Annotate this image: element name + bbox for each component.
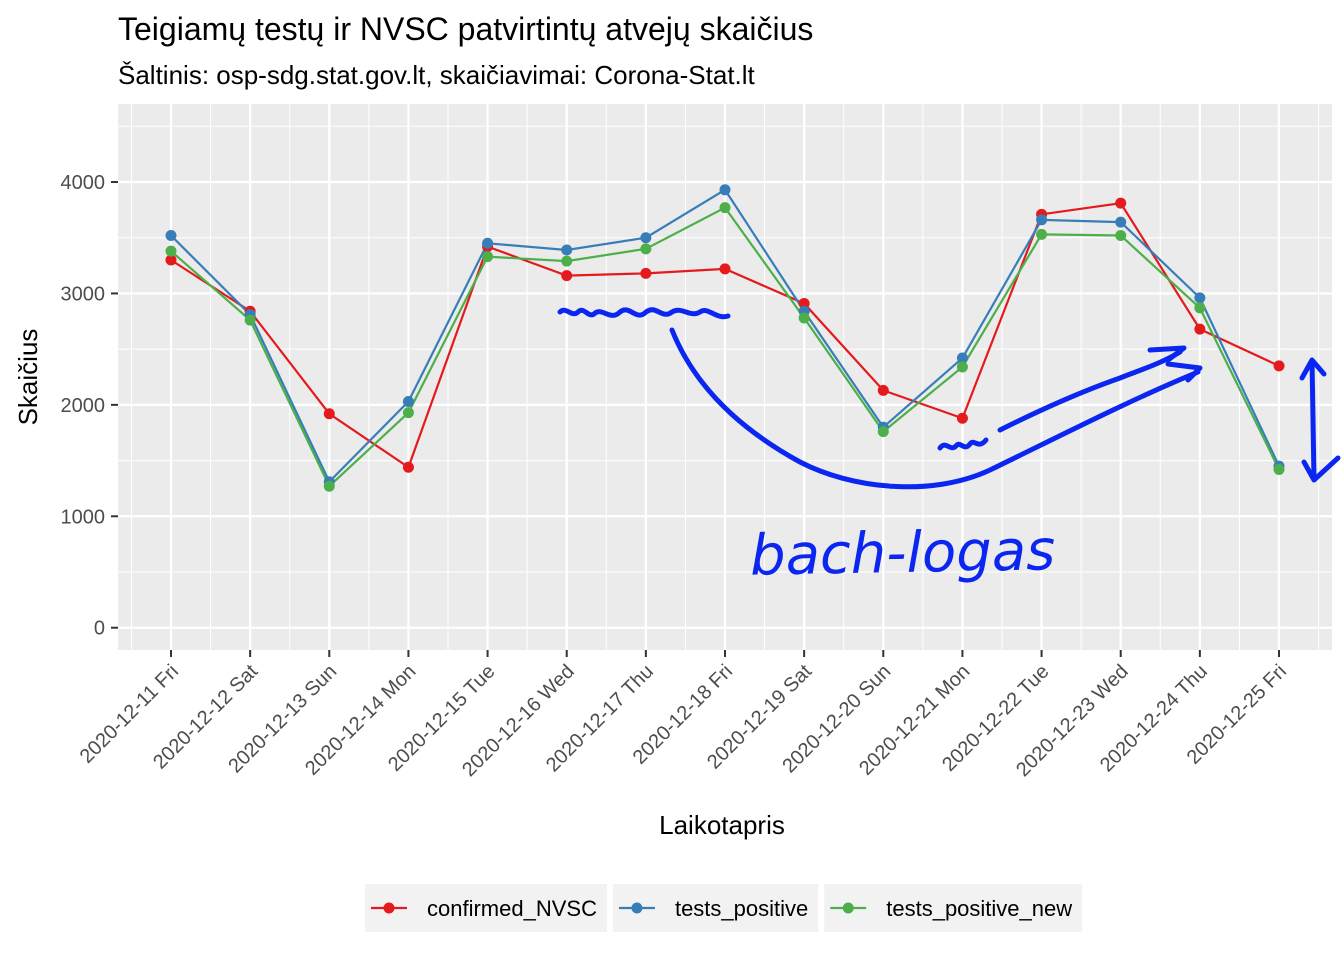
data-point-confirmed_NVSC: [561, 270, 573, 282]
data-point-tests_positive: [402, 396, 414, 408]
x-axis-title: Laikotapris: [659, 810, 785, 840]
data-point-tests_positive_new: [561, 255, 573, 267]
data-point-confirmed_NVSC: [956, 412, 968, 424]
data-point-confirmed_NVSC: [719, 263, 731, 275]
y-tick-label: 1000: [61, 506, 106, 528]
data-point-tests_positive_new: [877, 426, 889, 438]
data-point-confirmed_NVSC: [165, 254, 177, 266]
y-tick-label: 0: [94, 618, 105, 640]
y-tick-label: 3000: [61, 283, 106, 305]
legend-key-point: [383, 902, 395, 914]
legend-label: tests_positive: [675, 896, 808, 921]
data-point-tests_positive_new: [482, 251, 494, 263]
data-point-tests_positive: [1115, 216, 1127, 228]
data-point-tests_positive: [561, 244, 573, 256]
annotation-upper-arrowhead: [1147, 345, 1187, 363]
data-point-tests_positive_new: [165, 245, 177, 257]
y-axis: 0 1000 2000 3000 4000: [61, 172, 118, 640]
data-point-tests_positive_new: [323, 480, 335, 492]
data-point-tests_positive_new: [244, 314, 256, 326]
data-point-confirmed_NVSC: [877, 384, 889, 396]
legend-label: confirmed_NVSC: [427, 896, 597, 921]
annotation-curve-arrow: [669, 327, 1201, 490]
data-point-confirmed_NVSC: [402, 461, 414, 473]
legend-key-point: [631, 902, 643, 914]
data-point-tests_positive_new: [1115, 229, 1127, 241]
chart-title: Teigiamų testų ir NVSC patvirtintų atvej…: [118, 11, 813, 47]
y-tick-label: 2000: [61, 395, 106, 417]
data-point-tests_positive_new: [1036, 228, 1048, 240]
annotation-small-scribble: [937, 437, 989, 451]
data-point-tests_positive_new: [640, 243, 652, 255]
annotation-squiggle: [557, 307, 731, 320]
legend-key-bg: [824, 884, 1083, 932]
data-point-tests_positive: [956, 352, 968, 364]
chart-subtitle: Šaltinis: osp-sdg.stat.gov.lt, skaičiavi…: [118, 60, 756, 90]
annotation-upper-arrow: [997, 349, 1183, 433]
legend-label: tests_positive_new: [886, 896, 1072, 921]
data-point-tests_positive: [1036, 214, 1048, 226]
series-points: [165, 184, 1285, 492]
data-point-confirmed_NVSC: [1115, 197, 1127, 209]
data-point-confirmed_NVSC: [323, 408, 335, 420]
legend: confirmed_NVSC tests_positive tests_positi…: [365, 884, 1083, 932]
data-point-confirmed_NVSC: [1194, 323, 1206, 335]
data-point-confirmed_NVSC: [1273, 360, 1285, 372]
handwritten-annotation: bach-logas: [557, 307, 1341, 589]
y-tick-label: 4000: [61, 172, 106, 194]
data-point-tests_positive_new: [1194, 302, 1206, 314]
data-point-tests_positive_new: [956, 361, 968, 373]
legend-key-point: [842, 902, 854, 914]
annotation-double-arrow: [1299, 357, 1341, 483]
data-point-tests_positive: [482, 237, 494, 249]
data-point-tests_positive: [719, 184, 731, 196]
data-point-tests_positive: [640, 232, 652, 244]
data-point-tests_positive: [1194, 292, 1206, 304]
data-point-tests_positive_new: [402, 407, 414, 419]
y-axis-title: Skaičius: [13, 329, 43, 426]
annotation-text: bach-logas: [750, 518, 1056, 588]
data-point-confirmed_NVSC: [640, 267, 652, 279]
data-point-tests_positive: [165, 229, 177, 241]
data-point-tests_positive_new: [1273, 463, 1285, 475]
data-point-tests_positive_new: [719, 202, 731, 214]
annotation-arrowhead: [1165, 361, 1203, 383]
data-point-tests_positive_new: [798, 312, 810, 324]
data-point-confirmed_NVSC: [798, 297, 810, 309]
